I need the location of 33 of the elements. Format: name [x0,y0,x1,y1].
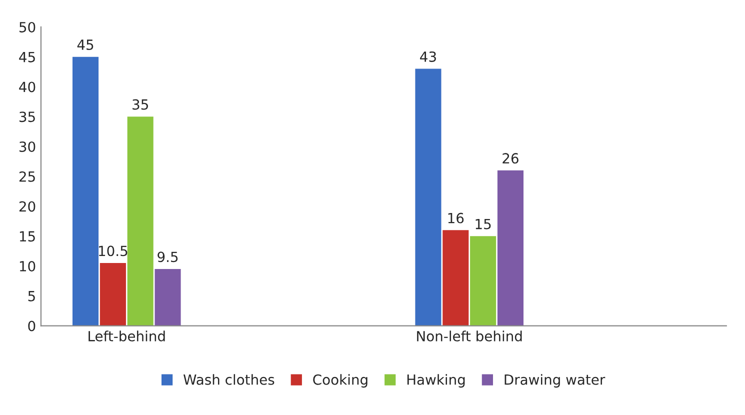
y-tick-label: 50 [20,22,36,32]
x-tick-label: Left-behind [88,330,165,342]
data-label: 35 [132,99,148,110]
y-tick-label: 5 [28,291,35,302]
data-label: 43 [420,51,436,62]
bar [442,230,469,326]
y-tick-label: 15 [20,231,35,242]
x-tick-label: Non-left behind [417,330,522,342]
legend-label: Wash clothes [183,374,274,385]
data-label: 10.5 [99,246,128,256]
y-tick-label: 35 [20,112,35,122]
data-label: 16 [448,212,464,224]
legend-label: Hawking [407,374,465,388]
bar [72,56,99,326]
bar [100,263,126,326]
bar [127,116,154,326]
data-label: 45 [77,40,94,50]
y-tick-label: 40 [19,82,36,92]
y-tick-label: 25 [19,171,35,182]
y-tick-label: 0 [28,320,36,332]
y-tick-label: 10 [20,260,36,272]
data-label: 15 [476,218,491,230]
y-tick-label: 30 [20,141,36,152]
bar [497,170,524,326]
legend-label: Drawing water [504,374,606,388]
bar [470,236,496,326]
data-label: 9.5 [158,252,178,262]
legend-label: Cooking [313,374,368,388]
bar [154,269,181,326]
data-label: 26 [502,153,518,164]
y-tick-label: 45 [19,52,35,62]
y-tick-label: 20 [19,201,36,212]
bar [415,68,442,326]
